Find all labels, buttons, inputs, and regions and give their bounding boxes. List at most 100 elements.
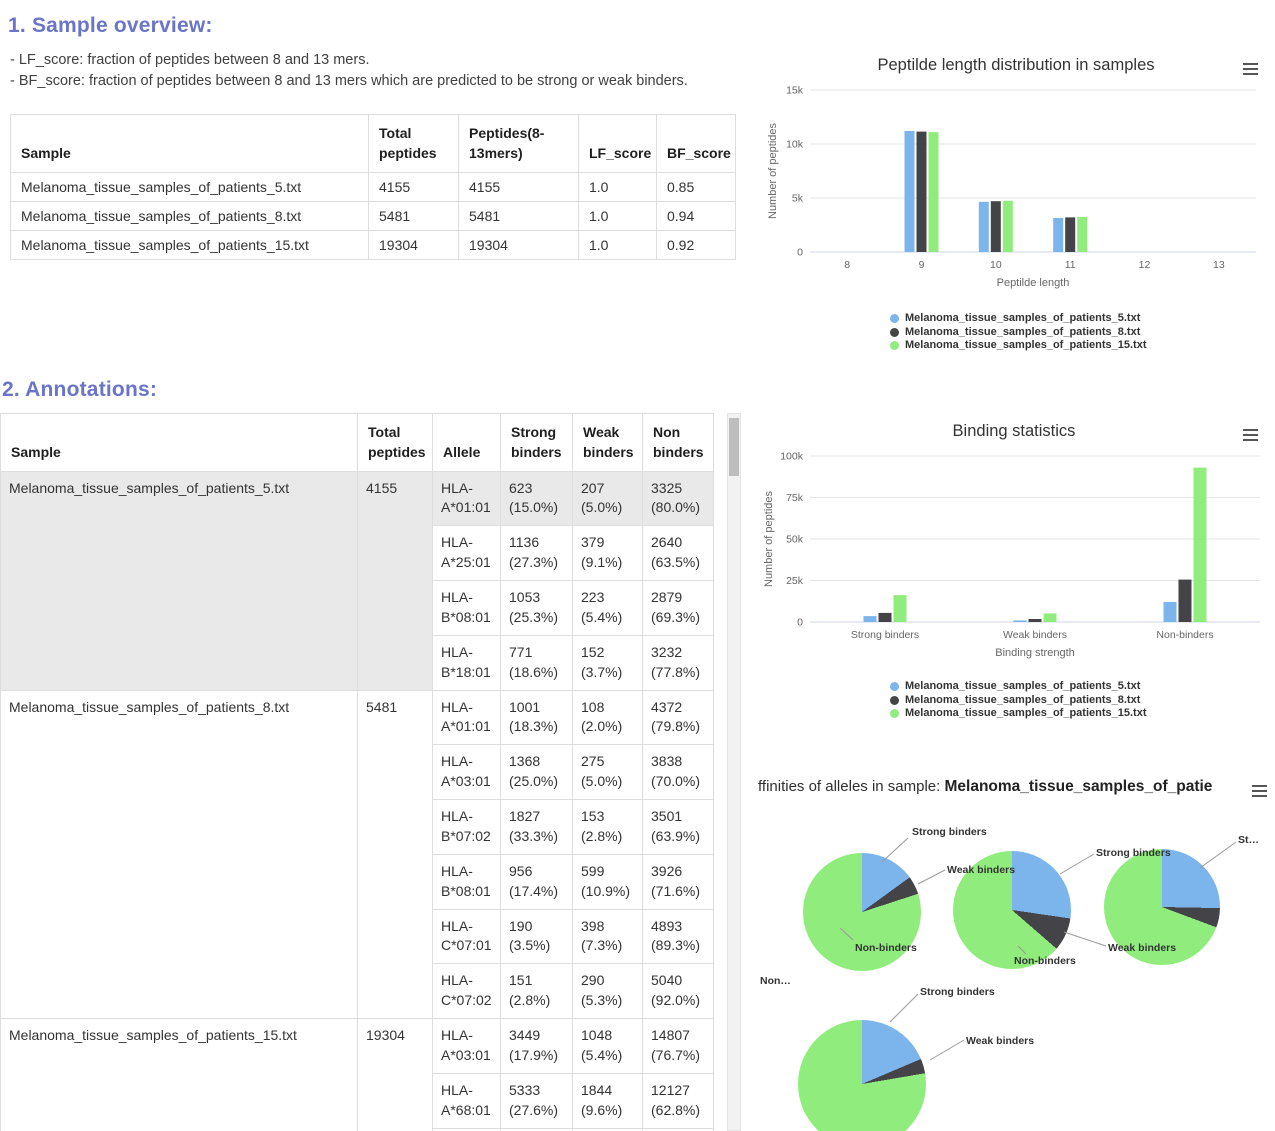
allele-cell: 12127 (62.8%) (642, 1072, 714, 1129)
allele-cell: 1844 (9.6%) (572, 1072, 643, 1129)
pie-slice-label: St… (1238, 834, 1259, 846)
svg-text:Number of peptides: Number of peptides (767, 123, 779, 219)
column-header: Strong binders (500, 413, 573, 472)
table-cell: 5481 (458, 200, 579, 231)
allele-cell: HLA- B*07:02 (432, 799, 501, 855)
table-cell: Melanoma_tissue_samples_of_patients_5.tx… (10, 171, 369, 202)
legend-item[interactable]: Melanoma_tissue_samples_of_patients_8.tx… (890, 326, 1270, 340)
scrollbar-thumb[interactable] (729, 418, 739, 476)
sample-overview-table: Sample Total peptides Peptides(8-13mers) LF… (10, 114, 736, 260)
svg-text:100k: 100k (780, 451, 804, 463)
allele-cell: HLA- A*25:01 (432, 525, 501, 582)
pie-chart[interactable] (953, 851, 1071, 969)
allele-cell: 275 (5.0%) (572, 744, 643, 801)
allele-cell: 1001 (18.3%) (500, 689, 573, 746)
svg-text:10: 10 (990, 259, 1002, 271)
legend-marker-icon (890, 327, 899, 337)
allele-cell: HLA- A*03:01 (432, 1018, 501, 1074)
legend-item[interactable]: Melanoma_tissue_samples_of_patients_8.tx… (890, 694, 1270, 708)
svg-text:Binding strength: Binding strength (995, 647, 1075, 659)
allele-cell: 3926 (71.6%) (642, 853, 714, 910)
allele-cell: 4893 (89.3%) (642, 908, 714, 965)
pie-title-sample-name: Melanoma_tissue_samples_of_patie (944, 778, 1213, 795)
allele-cell: 1827 (33.3%) (500, 799, 573, 855)
legend-item[interactable]: Melanoma_tissue_samples_of_patients_15.t… (890, 707, 1270, 721)
legend-marker-icon (890, 341, 899, 351)
svg-text:15k: 15k (786, 85, 804, 97)
length-distribution-plot: 0 5k 10k 15k 8 9 10 11 12 13 Peptilde length Number… (767, 85, 1256, 289)
chart-legend: Melanoma_tissue_samples_of_patients_5.tx… (762, 312, 1270, 353)
table-cell: 4155 (458, 171, 579, 202)
allele-row: HLA- B*07:02 1827 (33.3%) 153 (2.8%) 3501 (… (1, 799, 714, 855)
pie-slice-label: Strong binders (1096, 847, 1171, 859)
legend-label: Melanoma_tissue_samples_of_patients_15.t… (905, 339, 1147, 351)
annotations-table-wrap: Sample Total peptides Allele Strong binders… (0, 413, 714, 1131)
svg-text:Strong binders: Strong binders (851, 629, 919, 641)
svg-text:Peptilde length: Peptilde length (997, 277, 1070, 289)
allele-cell: 2879 (69.3%) (642, 580, 714, 636)
svg-text:0: 0 (797, 617, 803, 629)
allele-cell: 3449 (17.9%) (500, 1018, 573, 1074)
chart-menu-icon[interactable] (1252, 782, 1267, 800)
allele-cell: 771 (18.6%) (500, 634, 573, 691)
total-peptides-cell: 19304 (357, 1018, 433, 1131)
allele-cell: 14483 (642, 1127, 714, 1131)
allele-cell: 398 (7.3%) (572, 908, 643, 965)
section2-heading: 2. Annotations: (2, 378, 158, 401)
table-row: Melanoma_tissue_samples_of_patients_5.tx… (10, 171, 736, 202)
allele-cell: HLA- A*01:01 (432, 689, 501, 746)
binding-statistics-plot: 0 25k 50k 75k 100k Strong binders Weak binders… (763, 451, 1260, 659)
allele-cell: HLA- C*07:01 (432, 908, 501, 965)
total-peptides-cell: 4155 (357, 470, 433, 691)
svg-text:Number of peptides: Number of peptides (763, 491, 775, 587)
allele-cell: 599 (10.9%) (572, 853, 643, 910)
table-cell: 0.94 (656, 200, 736, 231)
chart-menu-icon[interactable] (1243, 426, 1258, 444)
table-cell: 0.85 (656, 171, 736, 202)
allele-cell: 1048 (5.4%) (572, 1018, 643, 1074)
table-row: Melanoma_tissue_samples_of_patients_15.t… (10, 229, 736, 260)
allele-cell: 14807 (76.7%) (642, 1018, 714, 1074)
svg-text:0: 0 (797, 247, 803, 259)
chart-menu-icon[interactable] (1243, 60, 1258, 78)
header-row: Sample Total peptides Allele Strong binders… (0, 413, 714, 472)
pie-slice-label: Non-binders (1014, 955, 1076, 967)
table-cell: 0.92 (656, 229, 736, 260)
header-row: Sample Total peptides Peptides(8-13mers) LF… (10, 114, 736, 173)
svg-text:8: 8 (844, 259, 850, 271)
sample-cell: Melanoma_tissue_samples_of_patients_5.tx… (0, 470, 358, 691)
pie-chart[interactable] (803, 853, 921, 971)
sample-cell: Melanoma_tissue_samples_of_patients_15.t… (0, 1018, 358, 1131)
binding-statistics-chart: Binding statistics 0 25k 50k 75k 100k Strong … (758, 412, 1270, 730)
legend-item[interactable]: Melanoma_tissue_samples_of_patients_15.t… (890, 339, 1270, 353)
column-header: Weak binders (572, 413, 643, 472)
allele-cell: 5040 (92.0%) (642, 963, 714, 1020)
legend-marker-icon (890, 314, 899, 324)
lf-score-description: - LF_score: fraction of peptides between… (10, 52, 370, 68)
allele-cell: 3232 (77.8%) (642, 634, 714, 691)
allele-cell: 153 (2.8%) (572, 799, 643, 855)
legend-marker-icon (890, 695, 899, 705)
svg-text:Weak binders: Weak binders (1003, 629, 1067, 641)
legend-item[interactable]: Melanoma_tissue_samples_of_patients_5.tx… (890, 680, 1270, 694)
table-cell: 19304 (368, 229, 459, 260)
allele-cell: 623 (15.0%) (500, 470, 573, 527)
table-scrollbar[interactable] (727, 413, 741, 1131)
allele-row: Melanoma_tissue_samples_of_patients_8.tx… (0, 689, 714, 1020)
table-cell: Melanoma_tissue_samples_of_patients_8.tx… (10, 200, 369, 231)
table-cell: 1.0 (578, 229, 657, 260)
legend-marker-icon (890, 709, 899, 719)
allele-cell: 2640 (63.5%) (642, 525, 714, 582)
allele-cell: HLA- A*01:01 (432, 470, 501, 527)
pie-chart[interactable] (798, 1020, 926, 1131)
chart-title: Peptilde length distribution in samples (877, 56, 1155, 74)
legend-item[interactable]: Melanoma_tissue_samples_of_patients_5.tx… (890, 312, 1270, 326)
sample-cell: Melanoma_tissue_samples_of_patients_8.tx… (0, 689, 358, 1020)
pie-slice-label: Strong binders (920, 986, 995, 998)
allele-row: HLA- B*18:01 771 (18.6%) 152 (3.7%) 3232 (7… (1, 634, 714, 691)
allele-cell: 223 (5.4%) (572, 580, 643, 636)
pie-slice-label: Non-binders (855, 942, 917, 954)
allele-cell: 207 (5.0%) (572, 470, 643, 527)
chart-legend: Melanoma_tissue_samples_of_patients_5.tx… (758, 680, 1270, 721)
